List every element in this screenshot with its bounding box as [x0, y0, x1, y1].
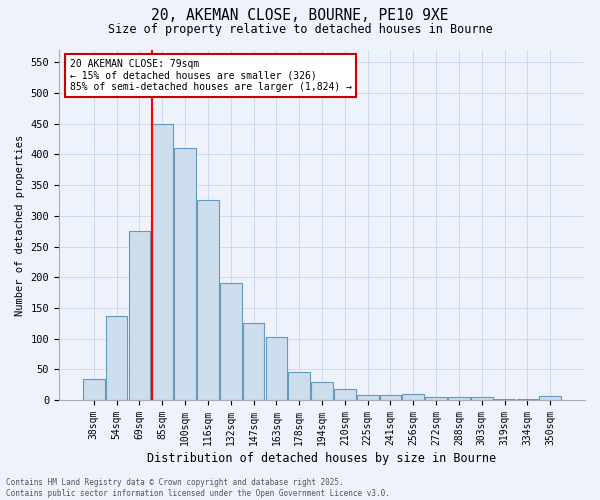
Text: 20, AKEMAN CLOSE, BOURNE, PE10 9XE: 20, AKEMAN CLOSE, BOURNE, PE10 9XE [151, 8, 449, 22]
Bar [334, 389, 356, 400]
Bar [197, 200, 219, 400]
X-axis label: Distribution of detached houses by size in Bourne: Distribution of detached houses by size … [148, 452, 497, 465]
Bar [266, 337, 287, 400]
Text: Contains HM Land Registry data © Crown copyright and database right 2025.
Contai: Contains HM Land Registry data © Crown c… [6, 478, 390, 498]
Bar [128, 231, 150, 400]
Bar [151, 124, 173, 400]
Bar [471, 397, 493, 400]
Bar [517, 399, 538, 400]
Bar [83, 378, 104, 400]
Bar [243, 324, 265, 400]
Bar [174, 148, 196, 400]
Bar [106, 316, 127, 400]
Bar [539, 396, 561, 400]
Bar [494, 399, 515, 400]
Bar [357, 395, 379, 400]
Bar [425, 397, 447, 400]
Bar [289, 372, 310, 400]
Bar [220, 284, 242, 400]
Bar [380, 395, 401, 400]
Text: Size of property relative to detached houses in Bourne: Size of property relative to detached ho… [107, 22, 493, 36]
Text: 20 AKEMAN CLOSE: 79sqm
← 15% of detached houses are smaller (326)
85% of semi-de: 20 AKEMAN CLOSE: 79sqm ← 15% of detached… [70, 59, 352, 92]
Bar [311, 382, 333, 400]
Y-axis label: Number of detached properties: Number of detached properties [15, 134, 25, 316]
Bar [403, 394, 424, 400]
Bar [448, 397, 470, 400]
